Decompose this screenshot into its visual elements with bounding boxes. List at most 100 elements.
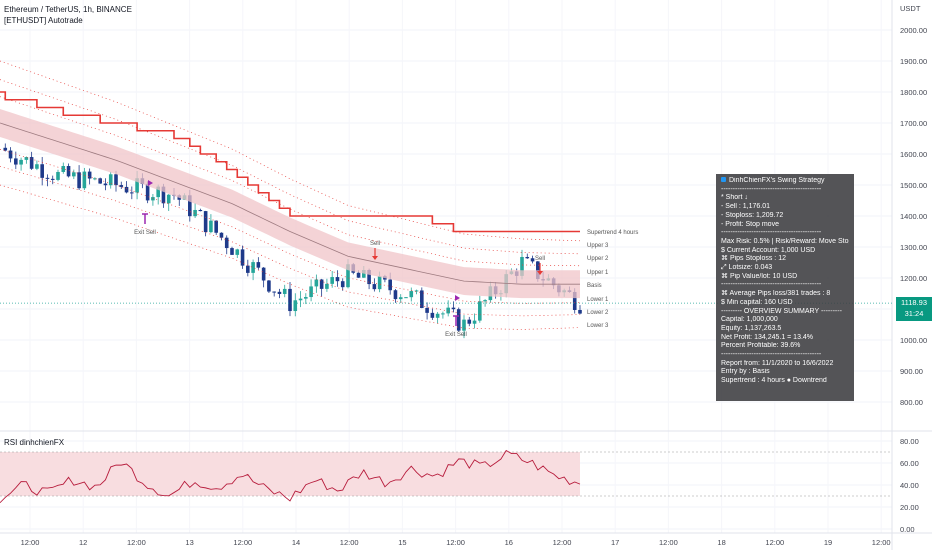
candle-body [114,174,118,186]
candle-body [377,276,382,290]
panel-line: - Profit: Stop move [721,220,779,228]
candle-body [435,313,440,318]
candle-body [8,150,13,159]
panel-line: ⌘ Pips Stoploss : 12 [721,255,786,263]
basis-band-fill [0,109,580,299]
candle-body [145,183,150,201]
candle-body [483,300,487,302]
candle-body [398,297,403,300]
candle-body [219,232,224,238]
candle-body [536,261,540,280]
time-tick-label: 12:00 [21,538,40,547]
bar-countdown: 31:24 [904,309,924,318]
candle-body [214,220,218,233]
supertrend-line [0,91,580,233]
candle-body [340,281,345,288]
candle-body [409,291,414,298]
price-tick-label: 1000.00 [900,336,927,345]
candle-body [45,177,50,179]
sell-arrow-head [537,271,543,275]
candle-body [235,249,240,255]
entry-marker [455,295,460,301]
candle-body [203,211,208,233]
candle-body [446,307,450,314]
candle-body [362,270,366,278]
panel-line: Entry by : Basis [721,368,770,376]
rsi-tick-label: 60.00 [900,459,919,468]
candle-body [209,220,213,233]
candle-body [319,279,324,289]
upper-3-band [0,60,581,242]
panel-line: Max Risk: 0.5% | Risk/Reward: Move Stop [721,237,849,245]
candle-body [325,283,329,289]
price-tick-label: 1900.00 [900,57,927,66]
current-price-badge: 1118.93 31:24 [896,297,932,321]
price-tick-label: 1300.00 [900,243,927,252]
band-label: Lower 2 [587,310,609,316]
price-unit: USDT [900,4,921,13]
candle-body [14,158,18,165]
candle-body [346,264,350,288]
candle-body [246,265,250,273]
candle-body [462,319,466,331]
candle-body [188,195,192,217]
price-tick-label: 1700.00 [900,119,927,128]
panel-line: Capital: 1,000,000 [721,316,778,324]
panel-line: ----------------------------------------… [721,281,822,289]
price-tick-label: 1800.00 [900,88,927,97]
time-tick-label: 12:00 [233,538,252,547]
panel-line: * Short ↓ [721,194,748,202]
candle-body [272,291,276,293]
rsi-tick-label: 80.00 [900,437,919,446]
candle-body [288,288,292,312]
price-tick-label: 2000.00 [900,26,927,35]
rsi-path [0,449,581,504]
chart-title: Ethereum / TetherUS, 1h, BINANCE [4,5,132,14]
panel-line: - Sell : 1,176.01 [721,203,771,211]
rsi-fill [0,452,580,496]
candle-body [267,280,271,292]
candle-body [151,197,155,201]
panel-line: ⤢ Lotsize: 0.043 [721,264,773,272]
strategy-icon [721,177,726,182]
price-tick-label: 1200.00 [900,274,927,283]
basis-line [0,122,580,285]
panel-line: ⌘ Average Pips loss/381 trades : 8 [721,290,831,298]
candle-body [330,277,334,284]
rsi-title: RSI dinhchienFX [4,438,65,447]
candle-body [130,192,134,194]
candle-body [441,313,445,315]
candle-body [135,178,139,193]
candle-body [50,178,55,180]
current-price: 1118.93 [901,298,927,307]
band-label: Upper 1 [587,270,609,276]
candle-body [304,297,308,299]
candle-body [224,237,229,249]
band-label: Upper 3 [587,243,609,249]
time-tick-label: 12:00 [553,538,572,547]
rsi-tick-label: 40.00 [900,481,919,490]
upper-2-band [0,79,581,255]
exit-sell-label: Exit Sell [134,230,156,236]
candle-body [372,284,377,290]
band-labels: Supertrend 4 hours Upper 3 Upper 2 Upper 1 B… [587,230,638,329]
candle-body [256,262,261,268]
candle-body [520,256,524,276]
candle-body [472,320,477,324]
candle-body [119,185,124,187]
rsi-line [0,449,581,504]
candle-body [530,258,535,262]
candle-body [66,166,71,177]
chart-subtitle: [ETHUSDT] Autotrade [4,16,83,25]
time-tick-label: 12:00 [872,538,891,547]
candle-body [293,300,298,312]
candle-body [77,172,81,189]
candle-body [82,171,87,189]
panel-line: ----------------------------------------… [721,229,822,237]
band-label: Lower 3 [587,323,609,329]
rsi-tick-label: 20.00 [900,503,919,512]
candle-body [451,307,456,310]
candle-body [24,157,29,160]
